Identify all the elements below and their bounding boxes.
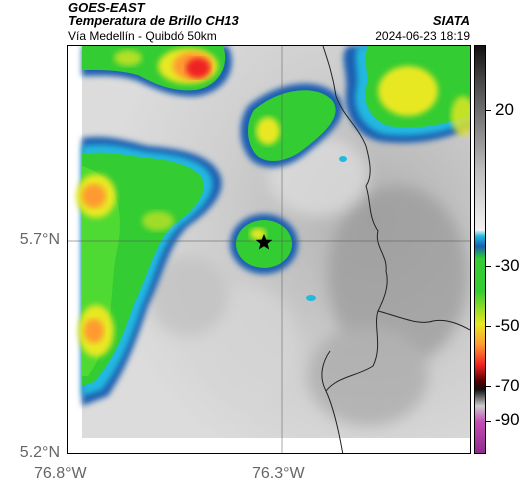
colorbar — [474, 45, 486, 454]
colorbar-tick-mark — [486, 386, 491, 387]
lon-label: 76.3°W — [252, 465, 305, 482]
boundary-lines — [321, 46, 470, 453]
colorbar-tick-mark — [486, 421, 491, 422]
satellite-map — [67, 45, 471, 454]
colorbar-tick-label: -90 — [495, 410, 520, 429]
cloud-center-top — [240, 83, 343, 168]
cloud-speck — [339, 156, 347, 162]
colorbar-tick-mark — [486, 326, 491, 327]
lat-label: 5.2°N — [19, 444, 60, 461]
lon-label: 76.8°W — [34, 465, 87, 482]
colorbar-tick-mark — [486, 266, 491, 267]
product-title: Temperatura de Brillo CH13 — [68, 13, 239, 28]
star-icon — [255, 234, 273, 250]
map-canvas — [68, 46, 470, 453]
cloud-top — [82, 46, 232, 97]
route-subtitle: Vía Medellín - Quibdó 50km — [68, 29, 217, 43]
colorbar-tick-label: -30 — [495, 256, 520, 275]
cloud-left — [76, 136, 222, 407]
satellite-title: GOES-EAST — [68, 0, 145, 15]
cloud-speck — [306, 295, 316, 301]
organization-label: SIATA — [432, 13, 470, 28]
colorbar-tick-label: 20 — [495, 100, 514, 119]
colorbar-tick-mark — [486, 110, 491, 111]
cloud-top-right — [343, 46, 470, 143]
lat-label: 5.7°N — [19, 231, 60, 248]
colorbar-tick-label: -70 — [495, 376, 520, 395]
colorbar-tick-label: -50 — [495, 316, 520, 335]
timestamp-label: 2024-06-23 18:19 — [375, 29, 470, 43]
